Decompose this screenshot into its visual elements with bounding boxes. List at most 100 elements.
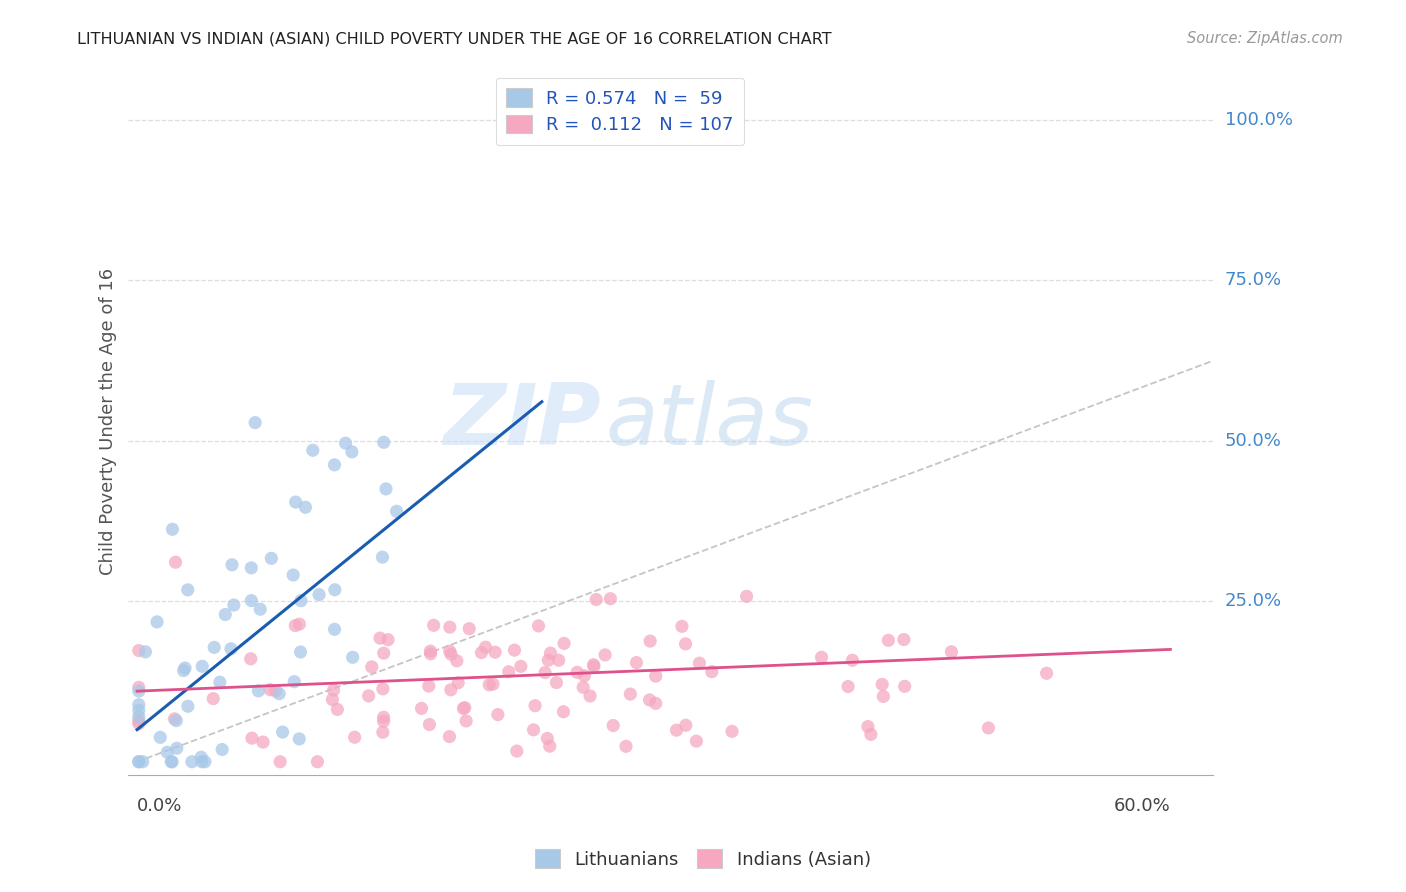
Point xyxy=(202,640,225,655)
Point xyxy=(870,677,893,691)
Point xyxy=(371,681,394,696)
Point xyxy=(308,588,330,602)
Point xyxy=(283,568,305,582)
Point xyxy=(128,755,150,769)
Text: 100.0%: 100.0% xyxy=(1225,111,1292,128)
Point xyxy=(128,703,150,717)
Point xyxy=(411,701,433,715)
Point xyxy=(239,652,262,666)
Point xyxy=(288,617,311,632)
Point xyxy=(385,504,408,518)
Point xyxy=(360,660,382,674)
Point xyxy=(486,707,509,722)
Legend: R = 0.574   N =  59, R =  0.112   N = 107: R = 0.574 N = 59, R = 0.112 N = 107 xyxy=(495,78,744,145)
Point xyxy=(271,725,294,739)
Point xyxy=(128,709,150,723)
Point xyxy=(174,661,197,675)
Point xyxy=(440,682,463,697)
Point xyxy=(893,632,915,647)
Text: atlas: atlas xyxy=(606,380,814,463)
Point xyxy=(538,739,561,754)
Point xyxy=(1035,666,1057,681)
Point xyxy=(134,645,156,659)
Point xyxy=(553,636,575,650)
Point xyxy=(579,689,602,703)
Point xyxy=(343,731,366,745)
Point xyxy=(322,683,344,698)
Point xyxy=(675,718,697,732)
Point xyxy=(941,645,963,659)
Point xyxy=(644,669,666,683)
Text: 25.0%: 25.0% xyxy=(1225,592,1282,610)
Point xyxy=(675,637,697,651)
Point xyxy=(321,692,343,706)
Point xyxy=(307,755,329,769)
Point xyxy=(454,700,477,714)
Point xyxy=(284,495,307,509)
Point xyxy=(841,653,863,667)
Point xyxy=(243,416,266,430)
Point xyxy=(439,730,461,744)
Point xyxy=(638,693,661,707)
Point xyxy=(877,633,900,648)
Point xyxy=(509,659,531,673)
Point xyxy=(221,558,243,572)
Point xyxy=(447,675,470,690)
Point xyxy=(534,665,557,680)
Point xyxy=(527,619,550,633)
Point xyxy=(977,721,1000,735)
Point xyxy=(294,500,316,515)
Point xyxy=(599,591,621,606)
Point xyxy=(377,632,399,647)
Point xyxy=(373,714,395,729)
Text: LITHUANIAN VS INDIAN (ASIAN) CHILD POVERTY UNDER THE AGE OF 16 CORRELATION CHART: LITHUANIAN VS INDIAN (ASIAN) CHILD POVER… xyxy=(77,31,832,46)
Point xyxy=(371,725,394,739)
Point xyxy=(131,755,153,769)
Point xyxy=(453,701,475,715)
Point xyxy=(160,755,183,769)
Point xyxy=(219,641,242,656)
Point xyxy=(240,593,263,607)
Point xyxy=(128,681,150,695)
Point xyxy=(614,739,637,754)
Text: 50.0%: 50.0% xyxy=(1225,432,1281,450)
Point xyxy=(498,665,520,679)
Legend: Lithuanians, Indians (Asian): Lithuanians, Indians (Asian) xyxy=(527,842,879,876)
Point xyxy=(440,647,463,661)
Point xyxy=(582,659,605,673)
Text: 75.0%: 75.0% xyxy=(1225,271,1282,289)
Point xyxy=(688,656,710,670)
Point xyxy=(373,435,395,450)
Point xyxy=(259,682,281,697)
Point xyxy=(181,755,204,769)
Point xyxy=(439,644,461,658)
Point xyxy=(810,650,832,665)
Point xyxy=(470,646,492,660)
Point xyxy=(208,675,231,690)
Point xyxy=(368,631,391,645)
Point xyxy=(156,745,179,759)
Point xyxy=(301,443,323,458)
Point xyxy=(553,705,575,719)
Point xyxy=(240,561,263,575)
Point xyxy=(373,646,395,660)
Text: ZIP: ZIP xyxy=(443,380,600,463)
Point xyxy=(260,551,283,566)
Point xyxy=(872,690,894,704)
Point xyxy=(264,684,287,698)
Text: 0.0%: 0.0% xyxy=(136,797,183,815)
Point xyxy=(593,648,616,662)
Point xyxy=(685,734,707,748)
Point xyxy=(177,582,200,597)
Point xyxy=(547,653,569,667)
Point xyxy=(190,750,212,764)
Point xyxy=(214,607,236,622)
Point xyxy=(418,679,440,693)
Point xyxy=(249,602,271,616)
Point xyxy=(837,680,859,694)
Point xyxy=(585,592,607,607)
Point xyxy=(484,645,506,659)
Point xyxy=(162,522,184,536)
Y-axis label: Child Poverty Under the Age of 16: Child Poverty Under the Age of 16 xyxy=(100,268,117,575)
Point xyxy=(323,623,346,637)
